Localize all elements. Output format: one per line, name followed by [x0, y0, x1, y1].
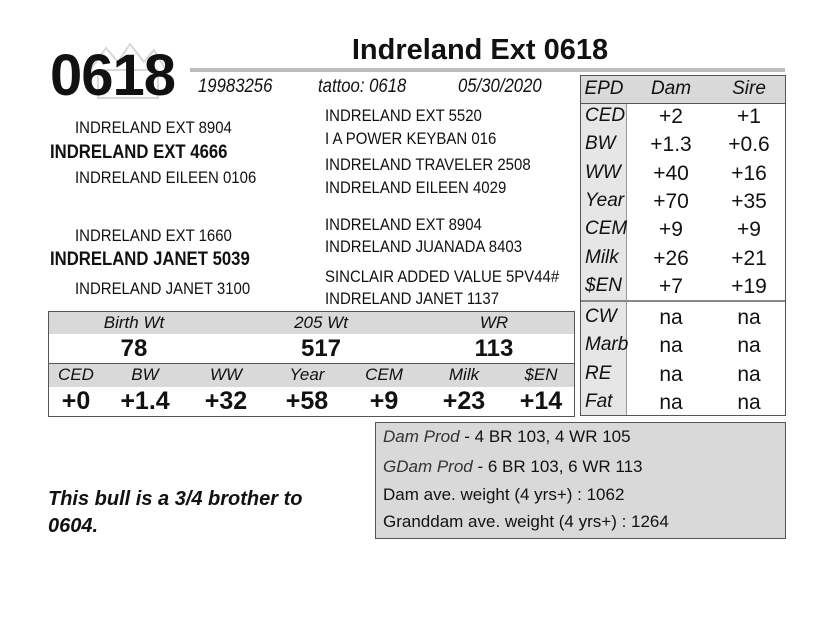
- performance-value: 517: [300, 335, 342, 362]
- epd-dam-value: +1.3: [650, 133, 692, 157]
- performance-value: 78: [120, 335, 148, 362]
- performance-header: WR: [479, 313, 509, 332]
- epd-dam-value: +26: [653, 246, 689, 270]
- dam-weight: Dam ave. weight (4 yrs+) : 1062: [383, 485, 625, 504]
- epd-row-label: CED: [585, 105, 626, 126]
- epd-header-sire: Sire: [732, 78, 766, 99]
- epd-row-label: Fat: [585, 391, 613, 412]
- epd-dam-value: na: [659, 362, 683, 386]
- own-epd-value: +14: [519, 387, 563, 415]
- epd-row-label: Milk: [585, 246, 619, 268]
- performance-header: Birth Wt: [103, 313, 165, 332]
- epd-header-label: EPD: [584, 78, 624, 99]
- tattoo: tattoo: 0618: [318, 76, 407, 97]
- own-epd-label: CED: [58, 365, 94, 384]
- epd-row-label: BW: [585, 133, 616, 155]
- epd-row-label: $EN: [585, 274, 622, 296]
- sire-dam: INDRELAND EILEEN 0106: [75, 168, 257, 187]
- epd-sire-value: na: [737, 362, 761, 386]
- own-epd-label: BW: [131, 365, 159, 384]
- ggp-3: INDRELAND TRAVELER 2508: [325, 155, 531, 174]
- epd-row-label: Marb: [585, 334, 629, 356]
- own-epd-value: +1.4: [120, 387, 170, 415]
- registration-number: 19983256: [198, 76, 273, 97]
- epd-row-label: Year: [585, 189, 625, 211]
- epd-dam-value: na: [659, 391, 683, 414]
- epd-dam-value: +9: [659, 218, 683, 242]
- dam-dam: INDRELAND JANET 3100: [75, 279, 251, 298]
- epd-label-column: [581, 104, 627, 415]
- title-rule: [190, 68, 785, 72]
- ggp-1: INDRELAND EXT 5520: [325, 106, 482, 125]
- epd-sire-value: +16: [731, 161, 767, 185]
- epd-row-label: CW: [585, 306, 617, 328]
- epd-header-dam: Dam: [650, 78, 692, 99]
- performance-value: 113: [474, 335, 514, 362]
- epd-dam-value: +7: [659, 274, 683, 298]
- performance-header-bg: [49, 312, 574, 334]
- own-epd-value: +23: [442, 387, 486, 415]
- dam: INDRELAND JANET 5039: [50, 249, 250, 270]
- epd-sire-value: +1: [737, 105, 761, 128]
- ggp-7: SINCLAIR ADDED VALUE 5PV44#: [325, 267, 560, 286]
- ggp-5: INDRELAND EXT 8904: [325, 215, 482, 234]
- dam-prod: Dam Prod - 4 BR 103, 4 WR 105: [383, 427, 631, 446]
- epd-sire-value: na: [737, 306, 761, 330]
- epd-sire-value: +0.6: [728, 133, 770, 157]
- sire-sire: INDRELAND EXT 8904: [75, 118, 232, 137]
- epd-sire-value: +35: [731, 189, 767, 213]
- ranch-logo-watermark: [89, 42, 167, 99]
- epd-table-header: [581, 76, 785, 104]
- epd-sire-value: +9: [737, 218, 761, 242]
- lot-number: 0618: [50, 43, 176, 108]
- granddam-weight: Granddam ave. weight (4 yrs+) : 1264: [383, 512, 669, 531]
- gdam-prod-label: GDam Prod: [383, 457, 473, 476]
- epd-row-label: RE: [585, 362, 612, 384]
- own-epd-label: Milk: [448, 365, 480, 384]
- own-epd-label: WW: [209, 365, 243, 384]
- epd-sire-value: +19: [731, 274, 767, 298]
- epd-separator: [581, 300, 785, 302]
- sire: INDRELAND EXT 4666: [50, 142, 228, 163]
- performance-header: 205 Wt: [294, 313, 348, 332]
- dam-prod-label: Dam Prod: [383, 427, 460, 446]
- epd-table: EPD Dam Sire CED +2 +1 BW +1.3 +0.6 WW +40…: [580, 75, 786, 416]
- ggp-6: INDRELAND JUANADA 8403: [325, 237, 523, 256]
- epd-row-label: WW: [585, 161, 621, 183]
- ggp-8: INDRELAND JANET 1137: [325, 289, 500, 308]
- own-epd-value: +9: [369, 387, 399, 415]
- dam-production-box: Dam Prod - 4 BR 103, 4 WR 105 GDam Prod …: [375, 422, 786, 539]
- own-epd-value: +58: [285, 387, 329, 415]
- own-epd-label: Year: [289, 365, 325, 384]
- ggp-4: INDRELAND EILEEN 4029: [325, 178, 507, 197]
- own-epd-label: $EN: [524, 365, 558, 384]
- dam-sire: INDRELAND EXT 1660: [75, 226, 232, 245]
- epd-dam-value: +70: [653, 189, 689, 213]
- gdam-prod: GDam Prod - 6 BR 103, 6 WR 113: [383, 457, 643, 476]
- own-epd-value: +32: [204, 387, 248, 415]
- epd-dam-value: +2: [659, 105, 683, 128]
- epd-dam-value: na: [659, 334, 683, 358]
- birth-date: 05/30/2020: [458, 76, 542, 97]
- performance-box: Birth Wt 78 205 Wt 517 WR 113 CED +0 BW +1.4…: [48, 311, 575, 417]
- lot-comment: This bull is a 3/4 brother to 0604.: [48, 488, 303, 537]
- epd-row-label: CEM: [585, 218, 628, 240]
- own-epd-label: CEM: [365, 365, 403, 384]
- epd-dam-value: na: [659, 306, 683, 330]
- epd-sire-value: na: [737, 334, 761, 358]
- epd-header-bg: [49, 363, 574, 387]
- lot-title: Indreland Ext 0618: [351, 34, 609, 66]
- epd-sire-value: +21: [731, 246, 767, 270]
- epd-dam-value: +40: [653, 161, 689, 185]
- ggp-2: I A POWER KEYBAN 016: [325, 129, 497, 148]
- epd-sire-value: na: [737, 391, 761, 414]
- own-epd-value: +0: [61, 387, 91, 415]
